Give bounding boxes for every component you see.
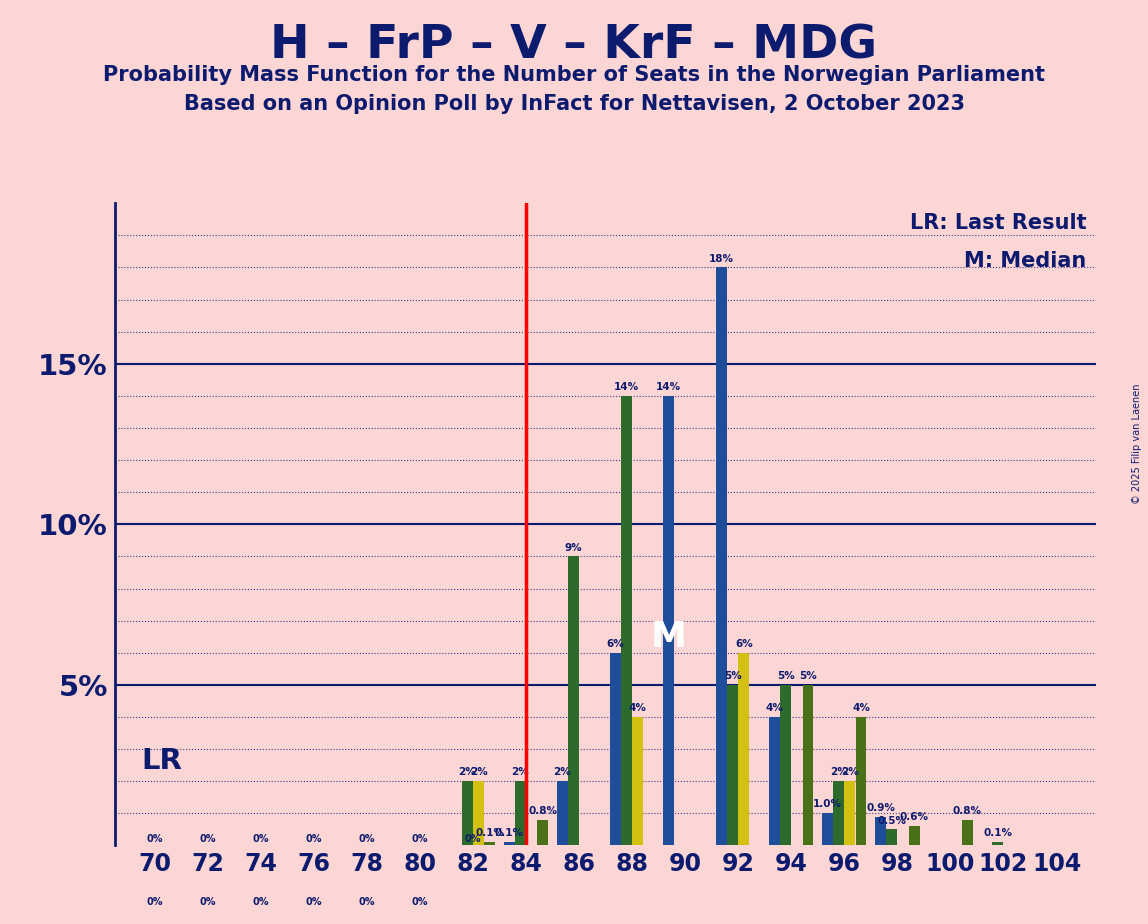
Text: 4%: 4% — [852, 703, 870, 713]
Text: 0.5%: 0.5% — [877, 816, 906, 825]
Bar — [781, 685, 791, 845]
Text: Based on an Opinion Poll by InFact for Nettavisen, 2 October 2023: Based on an Opinion Poll by InFact for N… — [184, 94, 964, 115]
Bar — [568, 556, 579, 845]
Bar — [845, 782, 855, 845]
Bar — [886, 830, 898, 845]
Bar — [962, 820, 972, 845]
Text: 5%: 5% — [777, 671, 794, 681]
Bar — [664, 395, 674, 845]
Bar — [504, 843, 514, 845]
Bar — [621, 395, 633, 845]
Bar — [515, 782, 526, 845]
Text: 4%: 4% — [766, 703, 783, 713]
Text: 0.6%: 0.6% — [900, 812, 929, 822]
Text: 0%: 0% — [146, 834, 163, 845]
Text: 1.0%: 1.0% — [813, 799, 843, 809]
Text: 0%: 0% — [412, 897, 428, 906]
Text: © 2025 Filip van Laenen: © 2025 Filip van Laenen — [1132, 383, 1141, 504]
Bar — [875, 817, 886, 845]
Text: 0%: 0% — [253, 897, 269, 906]
Text: H – FrP – V – KrF – MDG: H – FrP – V – KrF – MDG — [271, 23, 877, 68]
Text: 0.1%: 0.1% — [475, 829, 504, 838]
Text: 14%: 14% — [614, 383, 639, 392]
Bar — [727, 685, 738, 845]
Text: M: M — [651, 620, 687, 654]
Text: 5%: 5% — [799, 671, 817, 681]
Bar — [473, 782, 484, 845]
Text: 0%: 0% — [146, 897, 163, 906]
Bar — [610, 652, 621, 845]
Bar — [993, 843, 1003, 845]
Bar — [833, 782, 844, 845]
Text: 2%: 2% — [512, 768, 529, 777]
Text: 0%: 0% — [200, 834, 216, 845]
Text: Probability Mass Function for the Number of Seats in the Norwegian Parliament: Probability Mass Function for the Number… — [103, 65, 1045, 85]
Text: 18%: 18% — [709, 254, 734, 263]
Text: 2%: 2% — [841, 768, 859, 777]
Text: 6%: 6% — [735, 639, 753, 649]
Bar — [484, 843, 495, 845]
Text: 0%: 0% — [305, 834, 321, 845]
Bar — [633, 717, 643, 845]
Bar — [716, 268, 727, 845]
Bar — [822, 813, 833, 845]
Text: 6%: 6% — [606, 639, 625, 649]
Text: 2%: 2% — [470, 768, 488, 777]
Text: 0.1%: 0.1% — [984, 829, 1013, 838]
Bar — [738, 652, 750, 845]
Bar — [855, 717, 867, 845]
Text: 0%: 0% — [253, 834, 269, 845]
Text: 0%: 0% — [358, 834, 375, 845]
Text: 2%: 2% — [553, 768, 572, 777]
Text: 9%: 9% — [565, 542, 582, 553]
Bar — [557, 782, 568, 845]
Text: 0%: 0% — [200, 897, 216, 906]
Text: M: Median: M: Median — [964, 251, 1086, 272]
Bar — [461, 782, 473, 845]
Text: 0%: 0% — [305, 897, 321, 906]
Text: 0%: 0% — [358, 897, 375, 906]
Text: 14%: 14% — [656, 383, 681, 392]
Text: LR: Last Result: LR: Last Result — [910, 213, 1086, 233]
Text: 0.8%: 0.8% — [528, 806, 557, 816]
Bar — [537, 820, 548, 845]
Text: 2%: 2% — [830, 768, 847, 777]
Text: 0.1%: 0.1% — [495, 829, 523, 838]
Text: 0.8%: 0.8% — [953, 806, 982, 816]
Text: 0%: 0% — [465, 834, 481, 845]
Text: 5%: 5% — [723, 671, 742, 681]
Text: 0.9%: 0.9% — [867, 803, 895, 813]
Text: LR: LR — [141, 747, 183, 775]
Bar — [908, 826, 920, 845]
Text: 4%: 4% — [629, 703, 646, 713]
Bar — [802, 685, 814, 845]
Bar — [769, 717, 779, 845]
Text: 0%: 0% — [412, 834, 428, 845]
Text: 2%: 2% — [458, 768, 476, 777]
